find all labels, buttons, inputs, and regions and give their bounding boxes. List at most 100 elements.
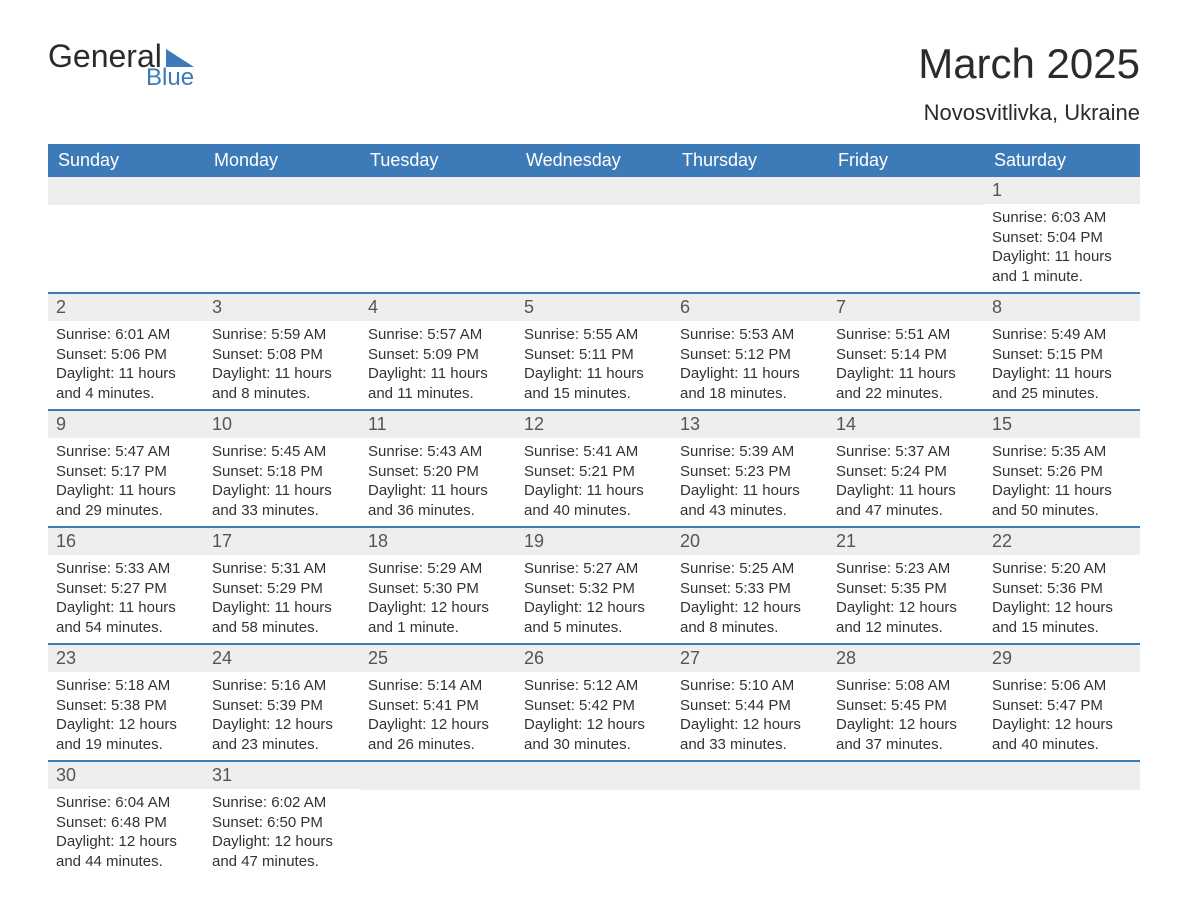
day-number: 21	[828, 528, 984, 555]
dl1-text: Daylight: 12 hours	[56, 832, 196, 852]
dl1-text: Daylight: 12 hours	[680, 598, 820, 618]
day-number: 25	[360, 645, 516, 672]
month-title: March 2025	[918, 40, 1140, 88]
day-number: 15	[984, 411, 1140, 438]
dl1-text: Daylight: 11 hours	[368, 481, 508, 501]
calendar-empty-cell	[516, 761, 672, 877]
calendar-day-cell: 30Sunrise: 6:04 AMSunset: 6:48 PMDayligh…	[48, 761, 204, 877]
sunrise-text: Sunrise: 6:02 AM	[212, 793, 352, 813]
sunset-text: Sunset: 5:45 PM	[836, 696, 976, 716]
dl1-text: Daylight: 11 hours	[680, 364, 820, 384]
day-number: 4	[360, 294, 516, 321]
sunrise-text: Sunrise: 5:51 AM	[836, 325, 976, 345]
sunset-text: Sunset: 5:38 PM	[56, 696, 196, 716]
dl2-text: and 40 minutes.	[992, 735, 1132, 755]
calendar-week-row: 23Sunrise: 5:18 AMSunset: 5:38 PMDayligh…	[48, 644, 1140, 761]
dl1-text: Daylight: 11 hours	[680, 481, 820, 501]
calendar-day-cell: 3Sunrise: 5:59 AMSunset: 5:08 PMDaylight…	[204, 293, 360, 410]
day-content: Sunrise: 5:10 AMSunset: 5:44 PMDaylight:…	[672, 672, 828, 760]
calendar-empty-cell	[360, 761, 516, 877]
day-content: Sunrise: 5:06 AMSunset: 5:47 PMDaylight:…	[984, 672, 1140, 760]
sunrise-text: Sunrise: 5:14 AM	[368, 676, 508, 696]
day-number: 5	[516, 294, 672, 321]
dl1-text: Daylight: 12 hours	[368, 598, 508, 618]
sunrise-text: Sunrise: 5:10 AM	[680, 676, 820, 696]
sunrise-text: Sunrise: 5:20 AM	[992, 559, 1132, 579]
day-content: Sunrise: 5:37 AMSunset: 5:24 PMDaylight:…	[828, 438, 984, 526]
dl2-text: and 8 minutes.	[680, 618, 820, 638]
day-number: 27	[672, 645, 828, 672]
calendar-week-row: 1Sunrise: 6:03 AMSunset: 5:04 PMDaylight…	[48, 177, 1140, 293]
calendar-day-cell: 17Sunrise: 5:31 AMSunset: 5:29 PMDayligh…	[204, 527, 360, 644]
dl2-text: and 33 minutes.	[680, 735, 820, 755]
dl1-text: Daylight: 12 hours	[992, 598, 1132, 618]
calendar-day-cell: 2Sunrise: 6:01 AMSunset: 5:06 PMDaylight…	[48, 293, 204, 410]
calendar-table: SundayMondayTuesdayWednesdayThursdayFrid…	[48, 144, 1140, 877]
dl1-text: Daylight: 11 hours	[56, 364, 196, 384]
sunrise-text: Sunrise: 6:04 AM	[56, 793, 196, 813]
day-number: 20	[672, 528, 828, 555]
dl2-text: and 18 minutes.	[680, 384, 820, 404]
dl1-text: Daylight: 12 hours	[836, 598, 976, 618]
sunrise-text: Sunrise: 5:06 AM	[992, 676, 1132, 696]
dl2-text: and 12 minutes.	[836, 618, 976, 638]
sunset-text: Sunset: 5:11 PM	[524, 345, 664, 365]
day-number: 16	[48, 528, 204, 555]
sunset-text: Sunset: 5:24 PM	[836, 462, 976, 482]
empty-day-bar	[984, 762, 1140, 790]
dl2-text: and 33 minutes.	[212, 501, 352, 521]
sunset-text: Sunset: 5:23 PM	[680, 462, 820, 482]
day-content: Sunrise: 5:55 AMSunset: 5:11 PMDaylight:…	[516, 321, 672, 409]
calendar-day-cell: 16Sunrise: 5:33 AMSunset: 5:27 PMDayligh…	[48, 527, 204, 644]
sunrise-text: Sunrise: 5:57 AM	[368, 325, 508, 345]
sunset-text: Sunset: 5:06 PM	[56, 345, 196, 365]
empty-day-bar	[828, 762, 984, 790]
dl2-text: and 29 minutes.	[56, 501, 196, 521]
calendar-empty-cell	[984, 761, 1140, 877]
day-content: Sunrise: 5:20 AMSunset: 5:36 PMDaylight:…	[984, 555, 1140, 643]
dl1-text: Daylight: 11 hours	[992, 247, 1132, 267]
sunrise-text: Sunrise: 5:37 AM	[836, 442, 976, 462]
sunrise-text: Sunrise: 5:23 AM	[836, 559, 976, 579]
empty-day-bar	[672, 762, 828, 790]
day-content: Sunrise: 5:53 AMSunset: 5:12 PMDaylight:…	[672, 321, 828, 409]
title-block: March 2025 Novosvitlivka, Ukraine	[918, 40, 1140, 126]
dl2-text: and 4 minutes.	[56, 384, 196, 404]
sunset-text: Sunset: 5:36 PM	[992, 579, 1132, 599]
calendar-day-cell: 19Sunrise: 5:27 AMSunset: 5:32 PMDayligh…	[516, 527, 672, 644]
dl1-text: Daylight: 11 hours	[836, 364, 976, 384]
day-number: 13	[672, 411, 828, 438]
calendar-day-cell: 1Sunrise: 6:03 AMSunset: 5:04 PMDaylight…	[984, 177, 1140, 293]
dl2-text: and 47 minutes.	[836, 501, 976, 521]
calendar-empty-cell	[828, 761, 984, 877]
day-content: Sunrise: 5:25 AMSunset: 5:33 PMDaylight:…	[672, 555, 828, 643]
day-content: Sunrise: 5:35 AMSunset: 5:26 PMDaylight:…	[984, 438, 1140, 526]
sunset-text: Sunset: 6:48 PM	[56, 813, 196, 833]
empty-day-bar	[204, 177, 360, 205]
weekday-header: Sunday	[48, 144, 204, 177]
dl2-text: and 25 minutes.	[992, 384, 1132, 404]
day-number: 7	[828, 294, 984, 321]
dl2-text: and 8 minutes.	[212, 384, 352, 404]
day-number: 8	[984, 294, 1140, 321]
day-content: Sunrise: 5:18 AMSunset: 5:38 PMDaylight:…	[48, 672, 204, 760]
dl1-text: Daylight: 12 hours	[992, 715, 1132, 735]
calendar-empty-cell	[204, 177, 360, 293]
weekday-header: Saturday	[984, 144, 1140, 177]
day-content: Sunrise: 5:29 AMSunset: 5:30 PMDaylight:…	[360, 555, 516, 643]
sunset-text: Sunset: 5:09 PM	[368, 345, 508, 365]
day-number: 26	[516, 645, 672, 672]
weekday-header: Wednesday	[516, 144, 672, 177]
sunset-text: Sunset: 5:29 PM	[212, 579, 352, 599]
sunrise-text: Sunrise: 5:55 AM	[524, 325, 664, 345]
sunrise-text: Sunrise: 5:16 AM	[212, 676, 352, 696]
day-number: 12	[516, 411, 672, 438]
day-number: 19	[516, 528, 672, 555]
sunset-text: Sunset: 5:30 PM	[368, 579, 508, 599]
weekday-header: Thursday	[672, 144, 828, 177]
day-number: 22	[984, 528, 1140, 555]
sunrise-text: Sunrise: 6:01 AM	[56, 325, 196, 345]
sunset-text: Sunset: 5:27 PM	[56, 579, 196, 599]
day-content: Sunrise: 6:01 AMSunset: 5:06 PMDaylight:…	[48, 321, 204, 409]
dl1-text: Daylight: 11 hours	[524, 364, 664, 384]
